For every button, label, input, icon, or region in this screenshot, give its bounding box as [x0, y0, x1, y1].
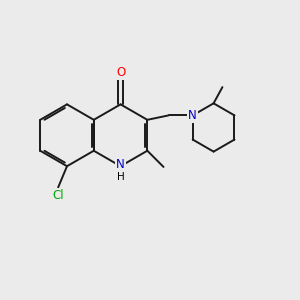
Text: O: O — [116, 66, 125, 80]
Text: Cl: Cl — [52, 189, 64, 202]
Text: H: H — [117, 172, 124, 182]
Text: N: N — [188, 109, 197, 122]
Text: N: N — [116, 158, 125, 171]
